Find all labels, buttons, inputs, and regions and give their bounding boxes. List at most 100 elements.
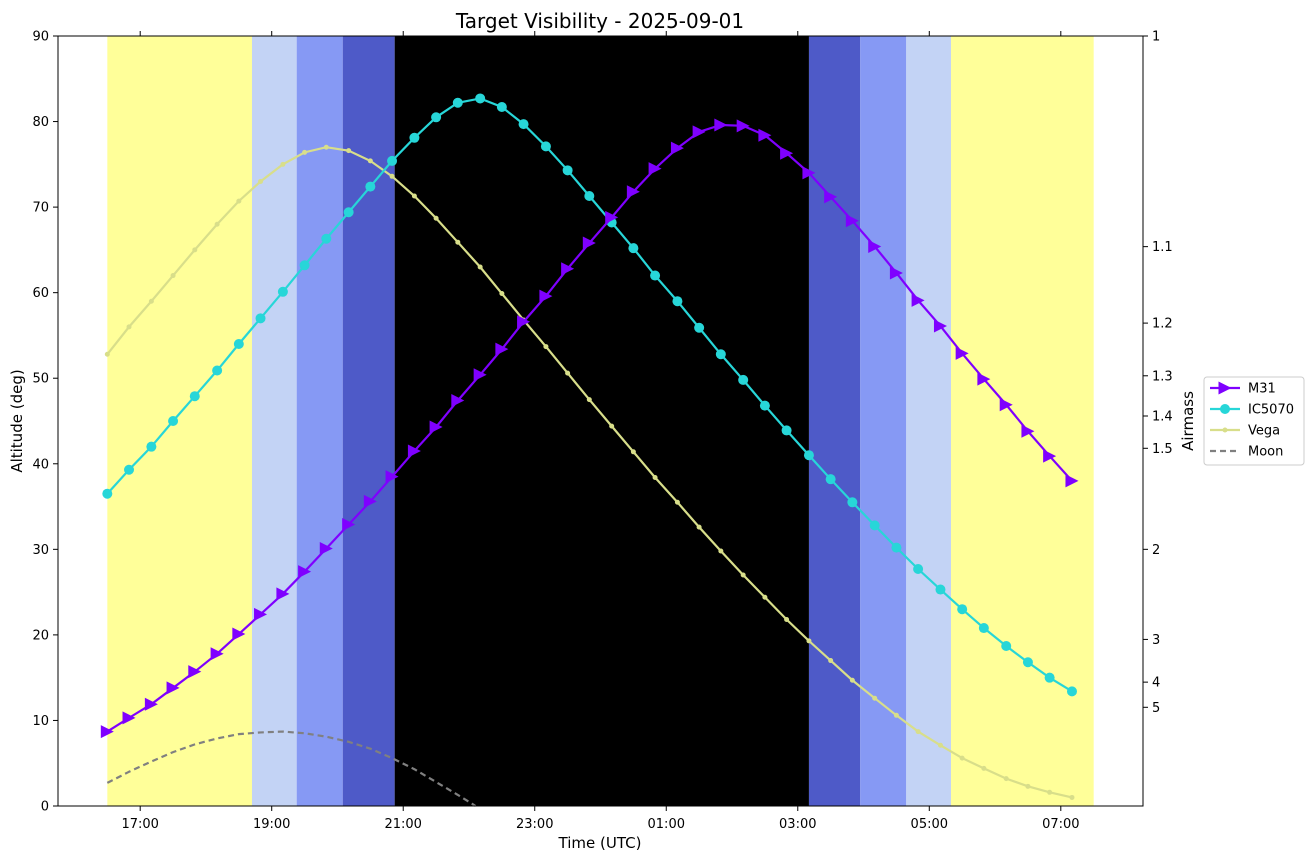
chart-title: Target Visibility - 2025-09-01	[455, 9, 744, 33]
point-m31	[385, 470, 399, 484]
point-vega	[192, 247, 198, 253]
point-ic5070	[168, 416, 179, 426]
twilight-band-2	[296, 36, 343, 806]
airmass-tick-label: 4	[1152, 676, 1160, 691]
series-ic5070	[102, 93, 1077, 697]
point-m31	[736, 119, 750, 133]
point-vega	[389, 173, 395, 179]
y-axis-ticks: 0 10 20 30 40 50 60 70 80 90	[32, 30, 58, 815]
point-vega	[367, 158, 373, 164]
point-ic5070	[255, 313, 266, 324]
point-m31	[1065, 474, 1079, 488]
point-m31	[517, 315, 531, 329]
point-ic5070	[913, 564, 924, 575]
point-vega	[455, 239, 461, 245]
point-vega	[1047, 789, 1053, 795]
point-ic5070	[847, 497, 858, 508]
point-ic5070	[672, 296, 683, 307]
series-moon	[106, 730, 477, 807]
legend-entry-ic5070: IC5070	[1210, 403, 1294, 418]
point-vega	[981, 765, 987, 771]
point-m31	[933, 319, 947, 333]
point-ic5070	[694, 322, 705, 333]
point-m31	[758, 128, 772, 142]
point-vega	[565, 370, 571, 376]
airmass-tick-label: 1.4	[1152, 409, 1173, 424]
point-m31	[539, 289, 553, 303]
legend: M31 IC5070 Vega Moon	[1203, 376, 1305, 466]
legend-entry-moon: Moon	[1210, 445, 1283, 460]
airmass-tick-label: 5	[1152, 701, 1160, 716]
legend-marker	[1220, 404, 1230, 414]
point-vega	[1003, 776, 1009, 782]
point-m31	[254, 607, 268, 621]
legend-label: M31	[1248, 382, 1276, 397]
point-ic5070	[387, 155, 398, 166]
x-tick-label: 19:00	[253, 817, 290, 832]
point-ic5070	[409, 132, 420, 143]
x-tick-label: 17:00	[121, 817, 158, 832]
point-ic5070	[1022, 657, 1033, 668]
point-vega	[1025, 783, 1031, 789]
y-axis-label: Altitude (deg)	[8, 369, 26, 472]
point-ic5070	[715, 349, 726, 360]
point-vega	[586, 397, 592, 403]
point-vega	[302, 149, 308, 155]
legend-label: IC5070	[1248, 403, 1294, 418]
point-vega	[872, 695, 878, 701]
y-tick-label: 10	[32, 714, 49, 729]
legend-label: Vega	[1248, 424, 1280, 439]
point-m31	[780, 146, 794, 160]
point-vega	[609, 423, 615, 429]
airmass-tick-label: 3	[1152, 633, 1160, 648]
legend-marker	[1222, 427, 1228, 433]
point-vega	[126, 324, 132, 330]
y-tick-label: 0	[41, 800, 49, 815]
point-vega	[959, 755, 965, 761]
point-m31	[298, 565, 312, 579]
airmass-tick-label: 1.2	[1152, 317, 1173, 332]
twilight-band-5	[808, 36, 861, 806]
point-ic5070	[365, 181, 376, 192]
series-m31	[100, 118, 1079, 739]
point-ic5070	[124, 464, 135, 475]
point-ic5070	[496, 102, 507, 113]
point-vega	[543, 344, 549, 350]
legend-box	[1203, 376, 1305, 466]
point-ic5070	[869, 520, 880, 531]
y-tick-label: 90	[32, 30, 49, 45]
point-vega	[170, 273, 176, 279]
airmass-tick-label: 2	[1152, 543, 1160, 558]
twilight-band-6	[860, 36, 907, 806]
twilight-band-0	[107, 36, 252, 806]
x-axis-ticks: 17:00 19:00 21:00 23:00 01:00 03:00 05:00 07:00	[121, 31, 1080, 832]
point-m31	[561, 262, 575, 276]
point-m31	[648, 162, 662, 176]
point-vega	[915, 729, 921, 735]
twilight-band-4	[394, 36, 809, 806]
point-m31	[363, 494, 377, 508]
point-vega	[214, 221, 220, 227]
point-vega	[937, 742, 943, 748]
point-ic5070	[803, 450, 814, 461]
legend-entry-m31: M31	[1210, 381, 1276, 397]
point-ic5070	[891, 542, 902, 553]
point-vega	[696, 524, 702, 530]
point-vega	[104, 351, 110, 357]
point-vega	[893, 712, 899, 718]
point-vega	[762, 594, 768, 600]
point-m31	[122, 711, 136, 725]
point-m31	[670, 141, 684, 155]
point-m31	[319, 541, 333, 555]
twilight-bands	[107, 36, 1094, 806]
point-ic5070	[518, 119, 529, 130]
point-vega	[411, 193, 417, 199]
point-vega	[849, 677, 855, 683]
point-m31	[582, 236, 596, 250]
point-vega	[806, 638, 812, 644]
airmass-axis-ticks: 1 1.1 1.2 1.3 1.4 1.5 2 3 4 5	[1143, 30, 1173, 716]
point-ic5070	[452, 97, 463, 108]
plot-frame	[57, 35, 1144, 807]
point-ic5070	[978, 623, 989, 634]
